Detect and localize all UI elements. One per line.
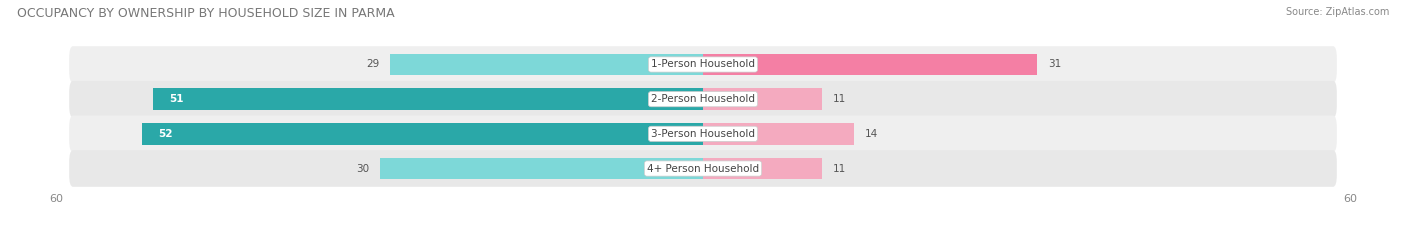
Text: 1-Person Household: 1-Person Household [651, 59, 755, 69]
Bar [703, 54, 1038, 75]
Bar [142, 123, 703, 145]
Text: Source: ZipAtlas.com: Source: ZipAtlas.com [1285, 7, 1389, 17]
Text: 14: 14 [865, 129, 877, 139]
Bar [703, 123, 853, 145]
Text: 30: 30 [356, 164, 368, 174]
Bar [703, 158, 821, 179]
Bar [391, 54, 703, 75]
Text: 51: 51 [170, 94, 184, 104]
Text: 11: 11 [832, 94, 845, 104]
Bar [380, 158, 703, 179]
FancyBboxPatch shape [69, 46, 1337, 83]
Text: 11: 11 [832, 164, 845, 174]
FancyBboxPatch shape [69, 81, 1337, 117]
Text: 29: 29 [367, 59, 380, 69]
Text: 31: 31 [1047, 59, 1062, 69]
Bar [153, 88, 703, 110]
FancyBboxPatch shape [69, 150, 1337, 187]
Text: 52: 52 [159, 129, 173, 139]
FancyBboxPatch shape [69, 116, 1337, 152]
Text: 4+ Person Household: 4+ Person Household [647, 164, 759, 174]
Bar [703, 88, 821, 110]
Text: 2-Person Household: 2-Person Household [651, 94, 755, 104]
Text: OCCUPANCY BY OWNERSHIP BY HOUSEHOLD SIZE IN PARMA: OCCUPANCY BY OWNERSHIP BY HOUSEHOLD SIZE… [17, 7, 395, 20]
Text: 3-Person Household: 3-Person Household [651, 129, 755, 139]
